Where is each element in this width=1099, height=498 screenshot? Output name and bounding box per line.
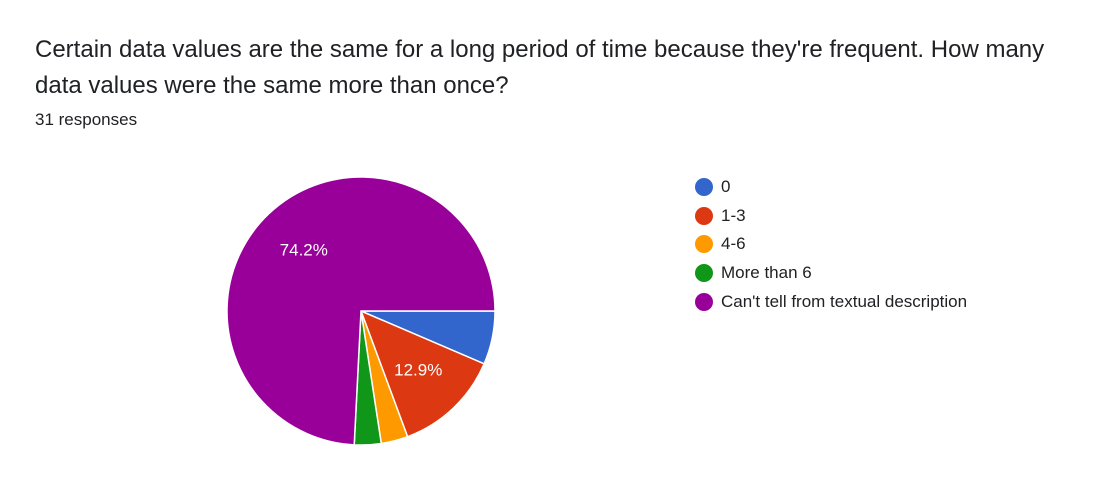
question-title: Certain data values are the same for a l… bbox=[35, 36, 1045, 99]
response-count: 31 responses bbox=[35, 110, 138, 129]
slice-percent-label-1: 12.9% bbox=[394, 361, 442, 380]
pie-slices bbox=[226, 176, 496, 446]
legend-label: 1-3 bbox=[721, 205, 746, 225]
legend-label: 4-6 bbox=[721, 234, 746, 254]
legend-swatch bbox=[695, 235, 713, 254]
legend-label: Can't tell from textual description bbox=[721, 291, 968, 311]
legend-item-0[interactable]: 0 bbox=[695, 173, 967, 202]
legend-label: 0 bbox=[721, 177, 731, 197]
slice-percent-label-4: 74.2% bbox=[280, 240, 328, 259]
legend-swatch bbox=[695, 178, 713, 197]
legend-swatch bbox=[695, 264, 713, 283]
legend-item-4[interactable]: Can't tell from textual description bbox=[695, 287, 967, 316]
legend-label: More than 6 bbox=[721, 263, 812, 283]
legend-item-3[interactable]: More than 6 bbox=[695, 259, 967, 288]
chart-legend: 0 1-3 4-6 More than 6 Can't tell from textua… bbox=[695, 173, 967, 316]
legend-swatch bbox=[695, 206, 713, 225]
legend-item-1[interactable]: 1-3 bbox=[695, 202, 967, 231]
legend-swatch bbox=[695, 292, 713, 311]
pie-labels: 12.9% 74.2% bbox=[280, 240, 443, 379]
pie-slice-4[interactable] bbox=[226, 176, 496, 446]
legend-item-2[interactable]: 4-6 bbox=[695, 230, 967, 259]
pie-slice-1[interactable] bbox=[359, 309, 486, 438]
